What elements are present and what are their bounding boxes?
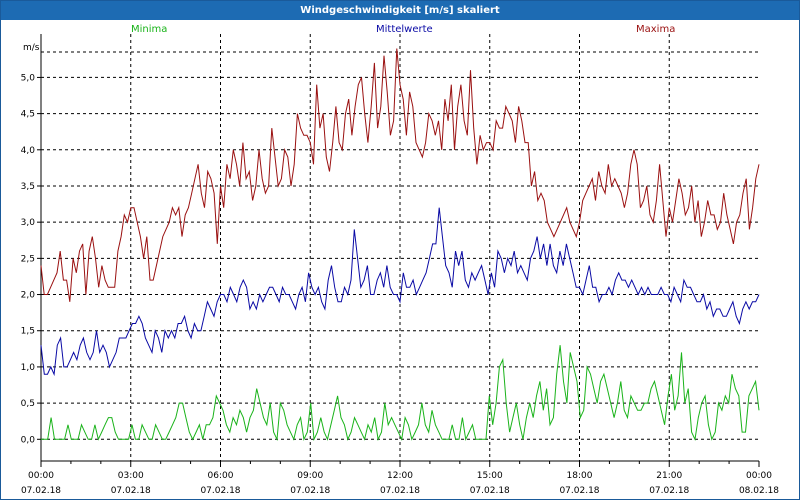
y-tick-label: 3,5 [21,182,35,192]
legend-minima: Minima [131,24,167,35]
chart-tick-labels: 0,0 0,5 1,0 1,5 2,0 2,5 3,0 3,5 4,0 4,5 5,0 m/s 00:0… [21,43,780,496]
legend-mittelwerte: Mittelwerte [376,24,433,35]
x-tick-date: 07.02.18 [470,486,510,496]
y-tick-label: 2,5 [21,254,35,264]
series-line-maxima [40,48,760,302]
x-tick-date: 07.02.18 [200,486,240,496]
x-tick-time: 21:00 [656,471,682,481]
x-tick-date: 07.02.18 [21,486,61,496]
y-tick-label: 1,5 [21,327,35,337]
y-tick-label: 4,5 [21,110,35,120]
y-tick-label: 3,0 [21,218,36,228]
x-tick-time: 00:00 [28,471,54,481]
series-line-minima [41,345,760,442]
x-tick-time: 12:00 [387,471,413,481]
legend-maxima-label: Maxima [636,24,676,35]
y-axis-label: m/s [23,43,40,53]
x-tick-time: 00:00 [746,471,772,481]
chart-axes [37,34,760,467]
x-tick-date: 07.02.18 [290,486,330,496]
x-tick-date: 07.02.18 [380,486,420,496]
series-line-mittelwerte [40,207,760,377]
x-tick-date: 07.02.18 [111,486,151,496]
y-tick-label: 2,0 [21,291,36,301]
x-tick-time: 03:00 [118,471,144,481]
x-tick-date: 07.02.18 [649,486,689,496]
x-tick-date: 08.02.18 [739,486,779,496]
x-tick-date: 07.02.18 [559,486,599,496]
x-tick-time: 06:00 [208,471,234,481]
y-tick-label: 5,0 [21,73,36,83]
y-tick-label: 0,5 [21,399,35,409]
legend-mittelwerte-label: Mittelwerte [376,24,433,35]
y-tick-label: 4,0 [21,146,36,156]
x-tick-time: 15:00 [477,471,503,481]
y-tick-label: 1,0 [21,363,36,373]
chart-series [40,48,760,442]
legend-minima-label: Minima [131,24,168,35]
y-tick-label: 0,0 [21,435,36,445]
window-title: Windgeschwindigkeit [m/s] skaliert [1,1,799,20]
x-tick-time: 18:00 [567,471,593,481]
legend-maxima: Maxima [636,24,675,35]
chart-grid [41,34,759,461]
x-tick-time: 09:00 [297,471,323,481]
line-chart: 0,0 0,5 1,0 1,5 2,0 2,5 3,0 3,5 4,0 4,5 5,0 m/s 00:0… [21,34,780,496]
